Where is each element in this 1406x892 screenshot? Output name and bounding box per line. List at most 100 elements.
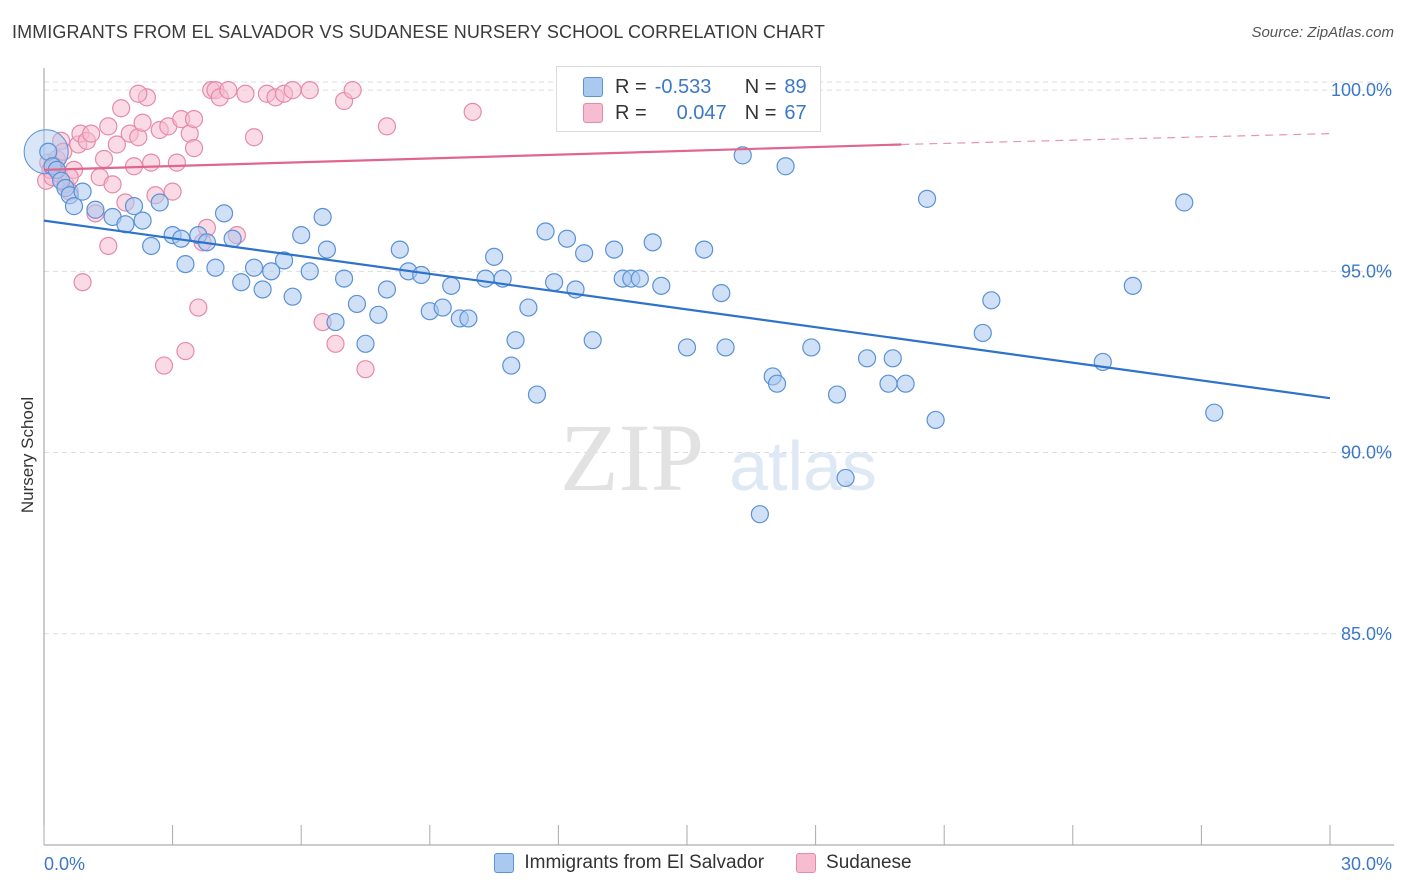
el-salvador-point	[442, 276, 461, 295]
x-tick-label: 0.0%	[44, 854, 85, 874]
el-salvador-point	[1123, 276, 1142, 295]
sudanese-point	[283, 81, 302, 100]
y-tick-label: 85.0%	[1341, 624, 1392, 644]
el-salvador-point	[214, 204, 234, 223]
el-salvador-point	[390, 240, 409, 259]
sudanese-point	[82, 124, 101, 143]
watermark-zip: ZIP	[560, 404, 704, 511]
sudanese-point	[356, 360, 375, 379]
el-salvador-point	[857, 349, 877, 368]
el-salvador-point	[557, 229, 577, 248]
sudanese-trend-extension	[901, 133, 1331, 146]
legend-r-value: 0.047	[676, 101, 727, 124]
series-swatch-blue	[494, 853, 515, 873]
el-salvador-point	[605, 240, 624, 259]
el-salvador-point	[643, 233, 662, 252]
el-salvador-point	[776, 157, 795, 176]
legend-swatch-blue	[583, 77, 603, 97]
sudanese-point	[129, 84, 148, 103]
el-salvador-point	[677, 338, 697, 357]
el-salvador-point	[545, 273, 564, 292]
el-salvador-point	[313, 207, 332, 227]
x-tick-label: 30.0%	[1341, 854, 1392, 874]
sudanese-point	[94, 149, 114, 169]
el-salvador-point	[630, 269, 649, 288]
el-salvador-point	[64, 197, 84, 216]
sudanese-point	[154, 356, 174, 375]
el-salvador-point	[502, 356, 521, 375]
sudanese-point	[300, 81, 319, 100]
sudanese-point	[184, 139, 204, 158]
el-salvador-point	[879, 374, 898, 393]
el-salvador-point	[142, 236, 161, 256]
legend-row-sudanese: R = 0.047 N = 67	[583, 101, 807, 125]
el-salvador-point	[1205, 403, 1224, 422]
el-salvador-point	[283, 287, 302, 306]
legend-n-value: 89	[784, 75, 807, 98]
el-salvador-point	[73, 182, 92, 201]
el-salvador-point	[253, 280, 272, 299]
source-label: Source: ZipAtlas.com	[1251, 24, 1394, 41]
sudanese-point	[219, 81, 238, 100]
el-salvador-point	[652, 276, 671, 295]
el-salvador-point	[767, 374, 787, 393]
el-salvador-point	[86, 200, 105, 219]
sudanese-point	[184, 110, 204, 129]
tick-labels: 85.0% 90.0% 95.0% 100.0% 0.0% 30.0%	[44, 80, 1392, 874]
sudanese-point	[112, 99, 131, 118]
el-salvador-point	[412, 265, 431, 285]
legend-r-value: -0.533	[654, 75, 712, 98]
watermark-atlas: atlas	[729, 427, 877, 505]
el-salvador-point	[244, 258, 264, 277]
y-axis-label: Nursery School	[18, 396, 37, 514]
sudanese-point	[326, 334, 345, 353]
el-salvador-point	[583, 331, 602, 350]
el-salvador-point	[575, 244, 594, 263]
el-salvador-point	[274, 251, 294, 270]
el-salvador-point	[317, 240, 337, 259]
y-tick-label: 100.0%	[1331, 80, 1392, 100]
el-salvador-point	[883, 349, 902, 368]
sudanese-point	[189, 298, 208, 317]
sudanese-point	[103, 175, 122, 194]
el-salvador-point	[206, 258, 225, 277]
el-salvador-point	[459, 309, 478, 328]
chart-title: IMMIGRANTS FROM EL SALVADOR VS SUDANESE …	[12, 22, 826, 42]
sudanese-point	[99, 117, 118, 136]
el-salvador-point	[369, 305, 388, 324]
sudanese-point	[73, 273, 92, 292]
sudanese-point	[133, 113, 152, 132]
series-legend: Immigrants from El Salvador Sudanese	[0, 852, 1406, 874]
axes	[43, 68, 1394, 846]
el-salvador-point	[133, 211, 152, 230]
el-salvador-point	[124, 197, 144, 216]
el-salvador-point	[485, 247, 504, 266]
sudanese-point	[167, 153, 186, 172]
sudanese-point	[236, 84, 255, 103]
legend-row-el-salvador: R = -0.533 N = 89	[583, 75, 807, 99]
el-salvador-point	[982, 291, 1001, 310]
el-salvador-point	[827, 385, 847, 404]
el-salvador-point	[917, 189, 937, 208]
el-salvador-point	[232, 273, 251, 292]
el-salvador-point	[262, 262, 281, 281]
el-salvador-point	[712, 283, 731, 303]
series-swatch-pink	[796, 853, 817, 873]
series-label: Sudanese	[826, 852, 912, 873]
el-salvador-point	[356, 334, 375, 353]
y-tick-label: 95.0%	[1341, 261, 1392, 281]
el-salvador-point	[519, 298, 538, 317]
sudanese-point	[343, 81, 362, 100]
sudanese-trend-line	[43, 143, 902, 171]
legend-swatch-pink	[583, 103, 603, 123]
el-salvador-point	[973, 323, 992, 343]
el-salvador-point	[476, 269, 495, 288]
el-salvador-point	[334, 269, 354, 288]
series-legend-item-el-salvador: Immigrants from El Salvador	[494, 852, 764, 874]
el-salvador-point	[300, 262, 319, 281]
el-salvador-point	[527, 385, 547, 404]
legend-r-label: R =	[615, 75, 647, 98]
series-legend-item-sudanese: Sudanese	[796, 852, 912, 874]
el-salvador-point	[506, 331, 525, 350]
